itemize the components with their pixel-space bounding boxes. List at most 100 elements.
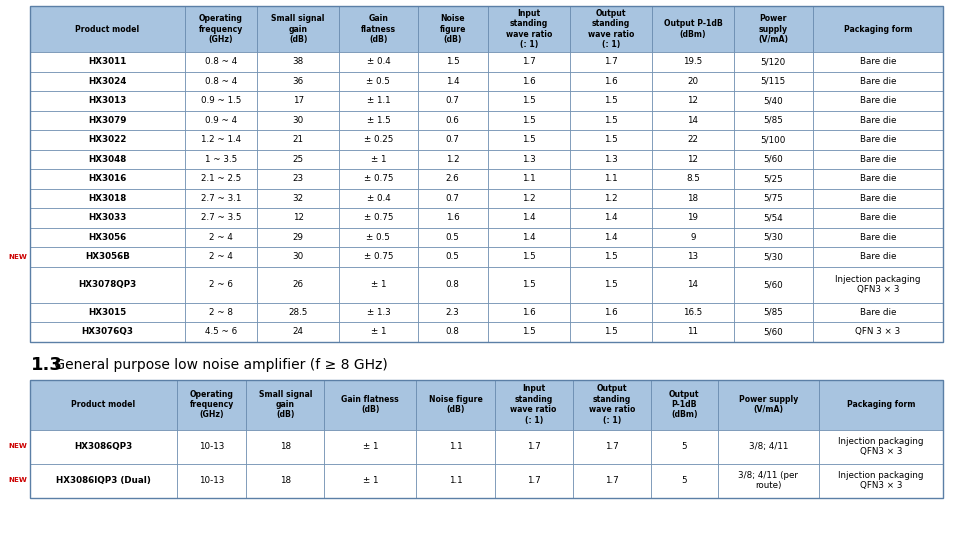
Text: Operating
frequency
(GHz): Operating frequency (GHz) [190,390,234,419]
Text: 1.5: 1.5 [522,116,536,125]
Text: 1.7: 1.7 [526,476,541,485]
Bar [30,150,185,169]
Bar [570,150,652,169]
Text: 1.5: 1.5 [522,135,536,144]
Text: Bare die: Bare die [859,116,896,125]
Text: 14: 14 [688,116,699,125]
Bar [257,6,340,52]
Bar [417,91,487,110]
Bar [487,150,570,169]
Text: 28.5: 28.5 [288,308,307,317]
Text: 16.5: 16.5 [683,308,703,317]
Text: ± 0.75: ± 0.75 [364,174,393,183]
Text: 1.5: 1.5 [604,96,618,105]
Bar [812,266,943,302]
Text: ± 1: ± 1 [363,476,378,485]
Text: 21: 21 [293,135,304,144]
Bar [734,208,812,227]
Text: ± 0.75: ± 0.75 [364,213,393,222]
Text: ± 1.1: ± 1.1 [367,96,390,105]
Bar [570,247,652,266]
Text: 1.4: 1.4 [604,233,618,242]
Text: 5/54: 5/54 [764,213,783,222]
Bar [185,91,257,110]
Text: Bare die: Bare die [859,308,896,317]
Bar [652,6,734,52]
Text: Noise
figure
(dB): Noise figure (dB) [440,14,466,44]
Bar [652,91,734,110]
Text: 5/30: 5/30 [764,233,783,242]
Bar [416,429,494,464]
Bar [651,379,718,429]
Text: 0.6: 0.6 [446,116,459,125]
Bar [812,189,943,208]
Text: 10-13: 10-13 [199,476,225,485]
Bar [257,189,340,208]
Bar [185,208,257,227]
Text: 5/40: 5/40 [764,96,783,105]
Bar [812,52,943,71]
Bar [734,169,812,189]
Text: Output
standing
wave ratio
(: 1): Output standing wave ratio (: 1) [589,384,635,425]
Bar [185,189,257,208]
Bar [340,322,417,341]
Text: Noise figure
(dB): Noise figure (dB) [428,395,483,414]
Text: 5: 5 [681,476,687,485]
Bar [185,52,257,71]
Text: 9: 9 [690,233,696,242]
Text: 3/8; 4/11 (per
route): 3/8; 4/11 (per route) [739,471,798,490]
Text: 1.6: 1.6 [522,308,535,317]
Bar [257,266,340,302]
Text: 0.7: 0.7 [446,96,459,105]
Bar [570,169,652,189]
Text: 19.5: 19.5 [683,57,703,66]
Text: 5/75: 5/75 [764,193,783,203]
Bar [734,266,812,302]
Text: HX3013: HX3013 [89,96,126,105]
Bar [257,302,340,322]
Bar [30,302,185,322]
Bar [340,91,417,110]
Bar [487,227,570,247]
Bar [246,379,324,429]
Text: 24: 24 [293,327,304,336]
Bar [30,227,185,247]
Bar [487,110,570,130]
Bar [417,169,487,189]
Bar [30,169,185,189]
Text: 5/60: 5/60 [764,155,783,164]
Bar [324,379,416,429]
Bar [812,130,943,150]
Bar [257,130,340,150]
Text: 1.6: 1.6 [446,213,459,222]
Text: Bare die: Bare die [859,233,896,242]
Text: HX3048: HX3048 [89,155,126,164]
Text: QFN 3 × 3: QFN 3 × 3 [855,327,900,336]
Bar [30,379,177,429]
Text: 25: 25 [293,155,304,164]
Text: Output
P-1dB
(dBm): Output P-1dB (dBm) [669,390,700,419]
Bar [417,227,487,247]
Bar [416,464,494,497]
Text: 0.7: 0.7 [446,193,459,203]
Bar [185,227,257,247]
Bar [417,189,487,208]
Text: Bare die: Bare die [859,77,896,86]
Bar [30,266,185,302]
Bar [30,6,185,52]
Text: NEW: NEW [8,254,27,260]
Text: HX3024: HX3024 [89,77,126,86]
Bar [417,302,487,322]
Text: 0.8: 0.8 [446,280,459,289]
Bar [185,150,257,169]
Bar [734,150,812,169]
Text: 1.2 ~ 1.4: 1.2 ~ 1.4 [200,135,241,144]
Bar [340,189,417,208]
Bar [340,266,417,302]
Text: 38: 38 [293,57,304,66]
Text: HX3079: HX3079 [89,116,126,125]
Text: Bare die: Bare die [859,57,896,66]
Text: Injection packaging
QFN3 × 3: Injection packaging QFN3 × 3 [838,437,923,456]
Text: Power supply
(V/mA): Power supply (V/mA) [739,395,798,414]
Bar [185,71,257,91]
